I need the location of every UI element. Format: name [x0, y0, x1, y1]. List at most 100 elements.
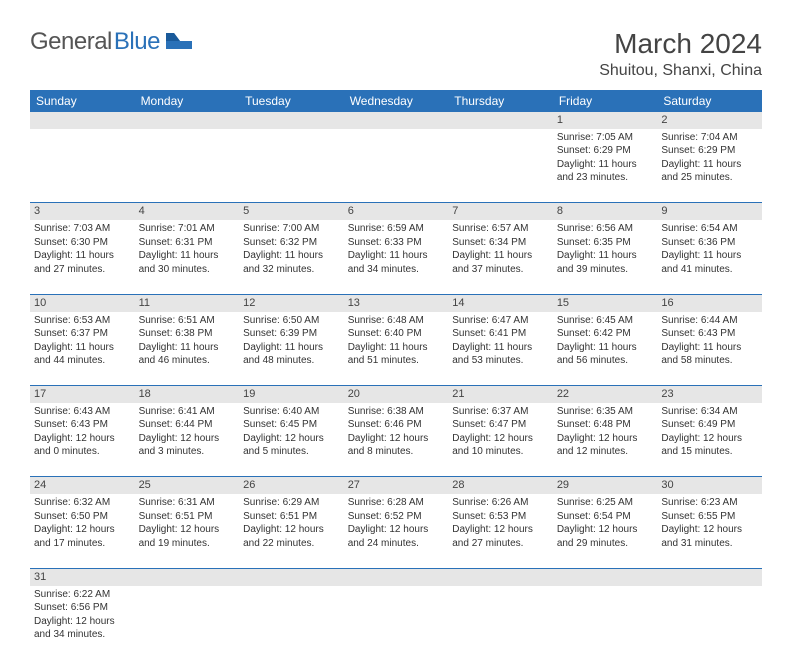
day-info-line: Sunrise: 6:44 AM — [661, 314, 758, 328]
day-info-line: Sunset: 6:36 PM — [661, 236, 758, 250]
day-info-line: Daylight: 11 hours — [452, 249, 549, 263]
day-info-line: Sunset: 6:35 PM — [557, 236, 654, 250]
day-info-line: Sunset: 6:43 PM — [34, 418, 131, 432]
day-info-line: Sunset: 6:43 PM — [661, 327, 758, 341]
day-number-cell — [448, 568, 553, 585]
day-info-line: and 10 minutes. — [452, 445, 549, 459]
day-info-line: Sunrise: 7:00 AM — [243, 222, 340, 236]
day-info-line: Sunset: 6:50 PM — [34, 510, 131, 524]
day-detail-cell: Sunrise: 7:04 AMSunset: 6:29 PMDaylight:… — [657, 129, 762, 203]
day-info-line: Daylight: 12 hours — [139, 523, 236, 537]
day-info-line: Sunrise: 6:28 AM — [348, 496, 445, 510]
day-info-line: Sunset: 6:42 PM — [557, 327, 654, 341]
day-info-line: Sunrise: 6:47 AM — [452, 314, 549, 328]
day-number-cell: 14 — [448, 294, 553, 311]
day-info-line: Sunset: 6:45 PM — [243, 418, 340, 432]
day-number-cell: 25 — [135, 477, 240, 494]
day-detail-cell — [135, 129, 240, 203]
day-number-cell: 7 — [448, 203, 553, 220]
day-info-line: and 27 minutes. — [452, 537, 549, 551]
day-info-line: Sunrise: 6:56 AM — [557, 222, 654, 236]
day-info-line: and 30 minutes. — [139, 263, 236, 277]
day-detail-cell: Sunrise: 6:54 AMSunset: 6:36 PMDaylight:… — [657, 220, 762, 294]
day-info-line: Sunrise: 6:43 AM — [34, 405, 131, 419]
day-number-cell: 12 — [239, 294, 344, 311]
day-info-line: Daylight: 12 hours — [34, 432, 131, 446]
day-number-cell — [344, 112, 449, 129]
day-info-line: Sunset: 6:37 PM — [34, 327, 131, 341]
day-info-line: Daylight: 11 hours — [661, 158, 758, 172]
day-number-cell: 26 — [239, 477, 344, 494]
week-row: Sunrise: 7:05 AMSunset: 6:29 PMDaylight:… — [30, 129, 762, 203]
day-detail-cell: Sunrise: 6:57 AMSunset: 6:34 PMDaylight:… — [448, 220, 553, 294]
day-number-cell: 13 — [344, 294, 449, 311]
day-info-line: and 23 minutes. — [557, 171, 654, 185]
day-info-line: Sunrise: 6:57 AM — [452, 222, 549, 236]
day-info-line: Daylight: 11 hours — [557, 249, 654, 263]
day-number-cell — [135, 112, 240, 129]
day-number-cell: 30 — [657, 477, 762, 494]
day-detail-cell: Sunrise: 6:37 AMSunset: 6:47 PMDaylight:… — [448, 403, 553, 477]
day-info-line: Daylight: 12 hours — [34, 523, 131, 537]
day-info-line: Daylight: 11 hours — [348, 341, 445, 355]
day-info-line: Sunset: 6:41 PM — [452, 327, 549, 341]
day-info-line: Sunset: 6:38 PM — [139, 327, 236, 341]
day-info-line: Daylight: 11 hours — [243, 249, 340, 263]
day-info-line: Sunrise: 6:54 AM — [661, 222, 758, 236]
day-number-cell: 28 — [448, 477, 553, 494]
day-info-line: Sunrise: 6:53 AM — [34, 314, 131, 328]
day-info-line: and 41 minutes. — [661, 263, 758, 277]
day-info-line: Daylight: 11 hours — [557, 158, 654, 172]
dayhead-mon: Monday — [135, 90, 240, 112]
day-info-line: Sunset: 6:39 PM — [243, 327, 340, 341]
day-detail-cell: Sunrise: 6:28 AMSunset: 6:52 PMDaylight:… — [344, 494, 449, 568]
day-info-line: Daylight: 12 hours — [661, 432, 758, 446]
day-info-line: Daylight: 11 hours — [243, 341, 340, 355]
dayhead-fri: Friday — [553, 90, 658, 112]
brand-part2: Blue — [114, 28, 160, 56]
day-info-line: and 56 minutes. — [557, 354, 654, 368]
day-info-line: Sunrise: 6:48 AM — [348, 314, 445, 328]
daynum-row: 17181920212223 — [30, 386, 762, 403]
day-detail-cell: Sunrise: 6:34 AMSunset: 6:49 PMDaylight:… — [657, 403, 762, 477]
day-number-cell: 8 — [553, 203, 658, 220]
day-info-line: Sunset: 6:46 PM — [348, 418, 445, 432]
week-row: Sunrise: 6:53 AMSunset: 6:37 PMDaylight:… — [30, 312, 762, 386]
week-row: Sunrise: 7:03 AMSunset: 6:30 PMDaylight:… — [30, 220, 762, 294]
day-info-line: Sunrise: 7:05 AM — [557, 131, 654, 145]
day-detail-cell: Sunrise: 6:22 AMSunset: 6:56 PMDaylight:… — [30, 586, 135, 660]
day-info-line: Daylight: 11 hours — [661, 341, 758, 355]
day-number-cell: 24 — [30, 477, 135, 494]
day-detail-cell — [553, 586, 658, 660]
day-info-line: Sunrise: 6:29 AM — [243, 496, 340, 510]
day-detail-cell — [448, 586, 553, 660]
day-number-cell: 19 — [239, 386, 344, 403]
day-info-line: and 34 minutes. — [348, 263, 445, 277]
day-detail-cell: Sunrise: 6:40 AMSunset: 6:45 PMDaylight:… — [239, 403, 344, 477]
day-info-line: Sunrise: 7:04 AM — [661, 131, 758, 145]
day-info-line: Sunrise: 6:23 AM — [661, 496, 758, 510]
day-info-line: and 24 minutes. — [348, 537, 445, 551]
daynum-row: 3456789 — [30, 203, 762, 220]
day-detail-cell — [448, 129, 553, 203]
day-info-line: Daylight: 12 hours — [452, 523, 549, 537]
day-info-line: Daylight: 11 hours — [34, 341, 131, 355]
day-info-line: Daylight: 11 hours — [348, 249, 445, 263]
day-number-cell: 23 — [657, 386, 762, 403]
dayhead-wed: Wednesday — [344, 90, 449, 112]
day-detail-cell: Sunrise: 6:29 AMSunset: 6:51 PMDaylight:… — [239, 494, 344, 568]
day-info-line: and 22 minutes. — [243, 537, 340, 551]
day-info-line: Daylight: 12 hours — [348, 432, 445, 446]
day-detail-cell: Sunrise: 7:01 AMSunset: 6:31 PMDaylight:… — [135, 220, 240, 294]
location-text: Shuitou, Shanxi, China — [599, 62, 762, 80]
day-info-line: Sunset: 6:53 PM — [452, 510, 549, 524]
day-info-line: Sunrise: 6:25 AM — [557, 496, 654, 510]
day-info-line: and 32 minutes. — [243, 263, 340, 277]
dayhead-thu: Thursday — [448, 90, 553, 112]
daynum-row: 12 — [30, 112, 762, 129]
dayhead-tue: Tuesday — [239, 90, 344, 112]
day-detail-cell: Sunrise: 6:25 AMSunset: 6:54 PMDaylight:… — [553, 494, 658, 568]
day-info-line: and 27 minutes. — [34, 263, 131, 277]
day-number-cell — [135, 568, 240, 585]
daynum-row: 31 — [30, 568, 762, 585]
